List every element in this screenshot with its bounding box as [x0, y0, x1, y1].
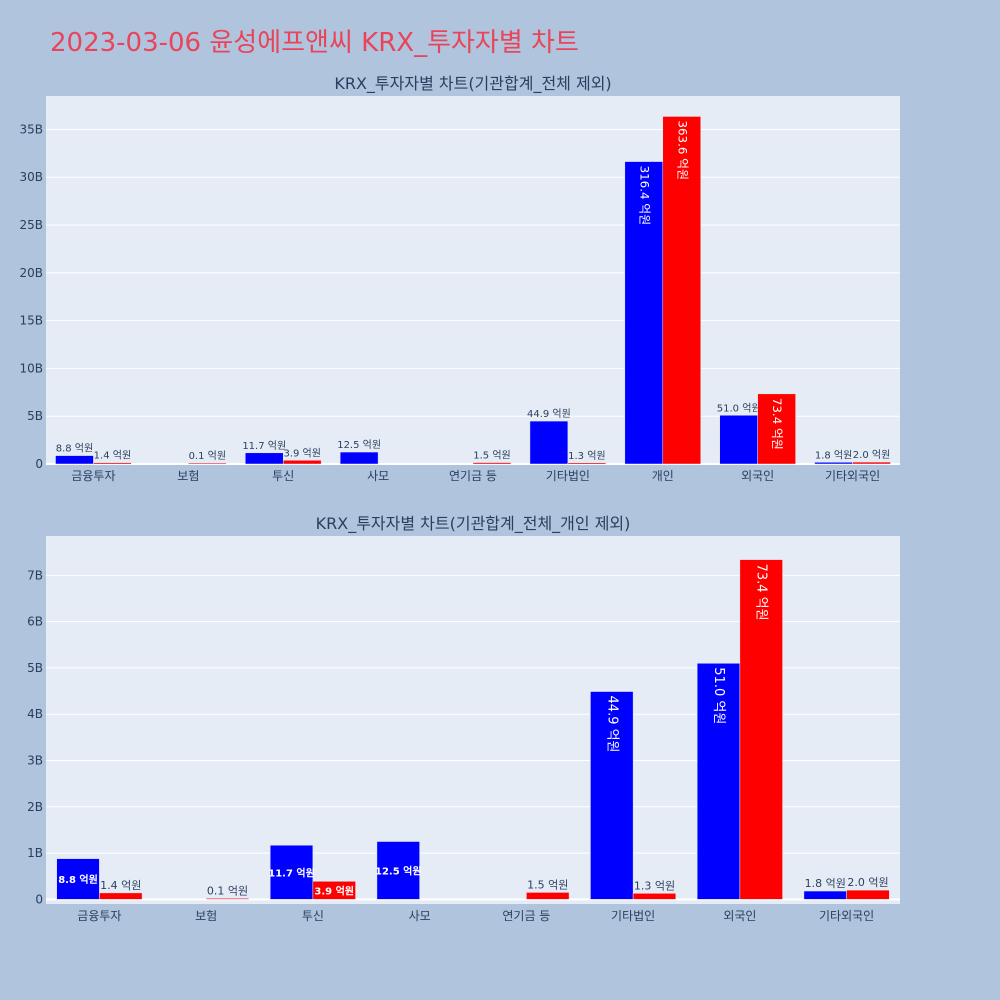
data-label: 316.4 억원 — [637, 166, 651, 226]
data-label: 1.5 억원 — [527, 878, 568, 891]
data-label: 8.8 억원 — [56, 443, 93, 455]
data-label: 1.4 억원 — [94, 450, 131, 462]
x-tick-label: 연기금 등 — [449, 469, 497, 483]
x-tick-label: 금융투자 — [71, 469, 115, 483]
bar — [269, 844, 314, 900]
bar — [624, 161, 664, 465]
y-tick-label: 7B — [27, 568, 43, 582]
y-tick-label: 25B — [19, 218, 43, 232]
bar — [590, 691, 634, 900]
bar — [339, 451, 379, 465]
data-label: 1.8 억원 — [815, 449, 852, 461]
data-label: 1.3 억원 — [568, 450, 605, 462]
bar — [719, 415, 758, 465]
data-label: 1.4 억원 — [100, 879, 141, 892]
y-tick-label: 6B — [27, 615, 43, 629]
x-tick-label: 외국인 — [723, 909, 756, 923]
data-label: 73.4 억원 — [754, 564, 769, 621]
bar — [567, 462, 607, 465]
bar — [56, 858, 100, 900]
x-tick-label: 기타법인 — [546, 469, 590, 483]
x-tick-label: 보험 — [195, 909, 217, 923]
bar — [662, 116, 701, 465]
y-tick-label: 3B — [27, 754, 43, 768]
x-tick-label: 기타외국인 — [819, 909, 874, 923]
bar — [55, 455, 94, 465]
y-tick-label: 0 — [35, 892, 43, 906]
bar — [814, 462, 853, 465]
x-tick-label: 투신 — [302, 909, 324, 923]
bar — [188, 462, 227, 465]
bar — [312, 881, 356, 900]
x-tick-label: 기타외국인 — [825, 469, 880, 483]
data-label: 1.5 억원 — [473, 450, 510, 462]
data-label: 0.1 억원 — [207, 884, 248, 897]
data-label: 12.5 억원 — [337, 439, 381, 451]
data-label: 2.0 억원 — [853, 449, 890, 461]
y-tick-label: 0 — [35, 457, 43, 471]
x-tick-label: 사모 — [409, 909, 431, 923]
y-tick-label: 10B — [19, 361, 43, 375]
bar — [529, 420, 569, 465]
x-tick-label: 외국인 — [741, 469, 774, 483]
data-label: 11.7 억원 — [242, 440, 286, 452]
bar — [757, 393, 796, 465]
bar — [803, 890, 847, 900]
data-label: 11.7 억원 — [268, 866, 315, 879]
data-label: 44.9 억원 — [604, 696, 619, 753]
x-tick-label: 연기금 등 — [502, 909, 550, 923]
y-tick-label: 15B — [19, 314, 43, 328]
bar — [852, 461, 891, 465]
bar — [472, 462, 512, 465]
bar — [99, 892, 143, 900]
x-tick-label: 기타법인 — [611, 909, 655, 923]
data-label: 3.9 억원 — [283, 447, 320, 459]
x-tick-label: 보험 — [177, 469, 199, 483]
bar — [93, 462, 132, 465]
data-label: 363.6 억원 — [675, 120, 689, 180]
bar — [526, 892, 570, 900]
y-tick-label: 4B — [27, 707, 43, 721]
y-tick-label: 2B — [27, 800, 43, 814]
data-label: 3.9 억원 — [314, 884, 354, 897]
data-label: 0.1 억원 — [189, 450, 226, 462]
data-label: 12.5 억원 — [375, 864, 422, 877]
chart-title: KRX_투자자별 차트(기관합계_전체 제외) — [334, 74, 611, 94]
bar — [245, 452, 284, 465]
bar — [376, 841, 420, 900]
chart-title: KRX_투자자별 차트(기관합계_전체_개인 제외) — [316, 514, 631, 534]
bar-chart-excluding-institutions-individuals: KRX_투자자별 차트(기관합계_전체_개인 제외) 0 1B 2B 3B 4B 5B 6B 7… — [27, 514, 900, 923]
y-tick-label: 35B — [19, 122, 43, 136]
y-tick-label: 5B — [27, 409, 43, 423]
y-tick-label: 20B — [19, 266, 43, 280]
data-label: 8.8 억원 — [58, 873, 98, 886]
data-label: 73.4 억원 — [770, 398, 784, 450]
x-tick-label: 사모 — [367, 469, 389, 483]
y-tick-label: 5B — [27, 661, 43, 675]
data-label: 44.9 억원 — [527, 408, 571, 420]
bar — [632, 893, 677, 900]
bar — [696, 663, 741, 900]
data-label: 2.0 억원 — [847, 876, 888, 889]
bar — [205, 898, 250, 900]
data-label: 51.0 억원 — [711, 667, 726, 724]
bar — [846, 889, 890, 900]
bar-chart-excluding-institutions: KRX_투자자별 차트(기관합계_전체 제외) 0 5B 10B 15B 20B 25B 30… — [19, 74, 900, 483]
y-tick-label: 30B — [19, 170, 43, 184]
data-label: 1.3 억원 — [634, 879, 675, 892]
bar — [282, 460, 322, 465]
page-title: 2023-03-06 윤성에프앤씨 KRX_투자자별 차트 — [50, 28, 579, 58]
x-tick-label: 금융투자 — [77, 909, 121, 923]
data-label: 1.8 억원 — [805, 877, 846, 890]
x-tick-label: 개인 — [652, 469, 674, 483]
x-tick-label: 투신 — [272, 469, 294, 483]
bar — [739, 559, 783, 900]
data-label: 51.0 억원 — [717, 402, 761, 414]
y-tick-label: 1B — [27, 846, 43, 860]
